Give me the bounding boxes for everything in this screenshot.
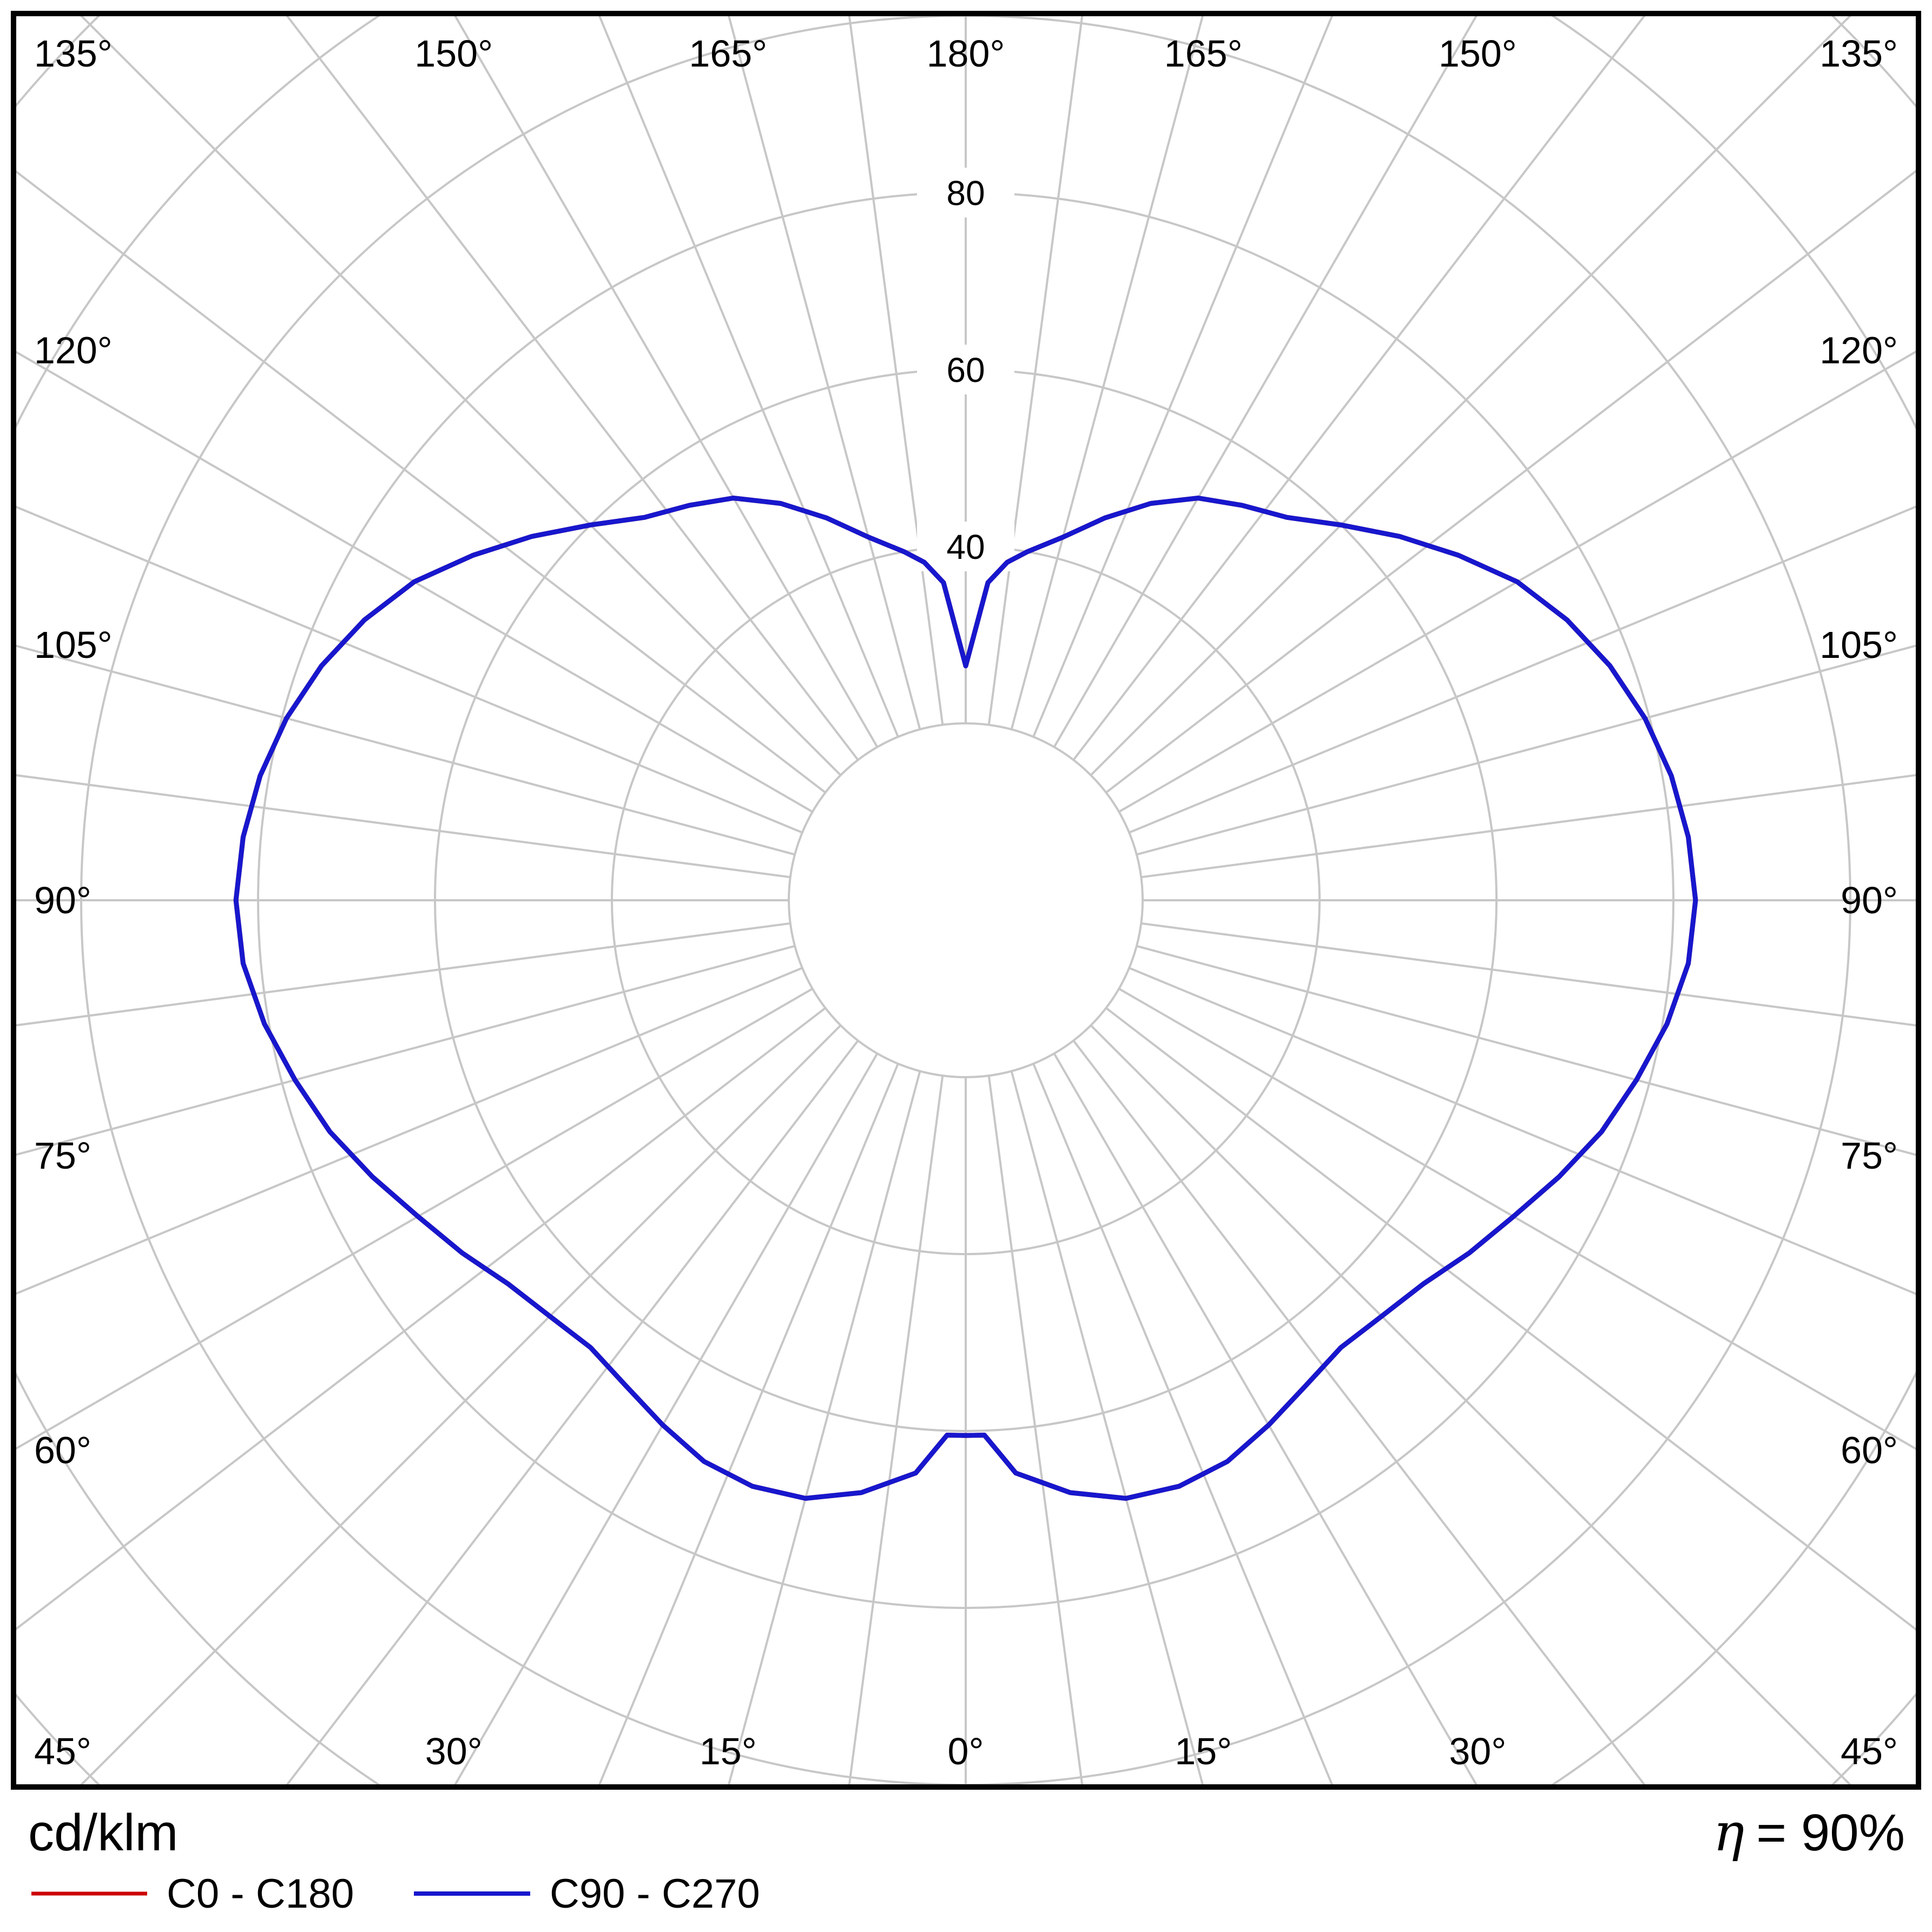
grid-spoke-195	[728, 16, 921, 730]
legend: C0 - C180 C90 - C270	[31, 1871, 760, 1917]
legend-label-c90-c270: C90 - C270	[550, 1871, 760, 1917]
efficiency-value: = 90%	[1756, 1804, 1905, 1862]
angle-label-135: 135°	[1819, 32, 1898, 75]
efficiency-label: η = 90%	[1713, 1802, 1905, 1863]
radial-tick-60: 60	[946, 351, 985, 390]
radial-label-bg-40	[917, 522, 1014, 571]
angle-label-135: 135°	[34, 32, 113, 75]
radial-label-bg-80	[917, 168, 1014, 217]
angle-label-15: 15°	[700, 1730, 757, 1772]
angle-label-150: 150°	[1439, 32, 1517, 75]
axis-labels: 0° 15° 15° 30° 30° 45° 45° 60° 60° 75° 75° 90° 90° 10…	[34, 32, 1898, 1772]
grid-spoke-247.5	[16, 505, 803, 834]
curve-C90-C270	[233, 496, 1698, 1501]
angle-label-120: 120°	[1819, 329, 1898, 371]
grid-spoke-22.5	[1032, 1063, 1333, 1784]
grid-spoke-210	[454, 16, 879, 748]
legend-label-c0-c180: C0 - C180	[167, 1871, 354, 1917]
angle-label-30: 30°	[425, 1730, 483, 1772]
grid-spoke-7.5	[987, 1075, 1084, 1784]
grid-spoke-82.5	[1140, 922, 1916, 1027]
radial-tick-40: 40	[946, 527, 985, 566]
grid-spoke-225	[80, 16, 842, 776]
grid-spoke-300	[16, 987, 813, 1450]
grid-spoke-315	[80, 1024, 842, 1784]
grid-spoke-165	[1010, 16, 1204, 730]
grid-spoke-330	[454, 1053, 879, 1784]
grid-spoke-67.5	[1129, 967, 1916, 1295]
angle-label-60: 60°	[34, 1429, 91, 1472]
grid-spoke-202.5	[598, 16, 899, 737]
grid-spoke-322.5	[286, 1040, 859, 1784]
grid-spoke-307.5	[16, 1007, 826, 1631]
angle-label-165: 165°	[689, 32, 767, 75]
grid-spoke-217.5	[286, 16, 859, 761]
grid-spoke-292.5	[16, 967, 803, 1295]
grid-spoke-52.5	[1105, 1007, 1916, 1631]
grid-spoke-285	[16, 945, 795, 1156]
unit-label: cd/klm	[28, 1804, 178, 1862]
grid-spoke-120	[1118, 350, 1916, 813]
grid-spoke-15	[1010, 1071, 1204, 1784]
angle-label-30: 30°	[1449, 1730, 1506, 1772]
grid-spoke-187.5	[848, 16, 944, 726]
eta-symbol: η	[1713, 1802, 1745, 1863]
angle-label-90: 90°	[34, 879, 91, 921]
grid-spoke-232.5	[16, 170, 826, 794]
angle-label-90: 90°	[1841, 879, 1898, 921]
angle-label-105: 105°	[1819, 624, 1898, 666]
grid-spoke-97.5	[1140, 774, 1916, 879]
grid-spoke-127.5	[1105, 170, 1916, 794]
grid-spoke-172.5	[987, 16, 1084, 726]
grid-spoke-37.5	[1072, 1040, 1646, 1784]
grid-spoke-112.5	[1129, 505, 1916, 834]
grid-spoke-255	[16, 644, 795, 856]
angle-label-75: 75°	[1841, 1135, 1898, 1177]
angle-label-45: 45°	[34, 1730, 91, 1772]
grid-spoke-142.5	[1072, 16, 1646, 761]
angle-label-0: 0°	[948, 1730, 984, 1772]
grid-spoke-337.5	[598, 1063, 899, 1784]
grid-spoke-105	[1136, 644, 1916, 856]
plot-border	[11, 11, 1921, 1790]
angle-label-45: 45°	[1841, 1730, 1898, 1772]
intensity-curves	[233, 496, 1698, 1501]
grid-spoke-45	[1090, 1024, 1851, 1784]
angle-label-60: 60°	[1841, 1429, 1898, 1472]
grid-spoke-157.5	[1032, 16, 1333, 737]
grid-spoke-262.5	[16, 774, 791, 879]
angle-label-120: 120°	[34, 329, 113, 371]
radial-label-bg-60	[917, 345, 1014, 394]
grid-spoke-352.5	[848, 1075, 944, 1784]
grid-spoke-60	[1118, 987, 1916, 1450]
angle-label-150: 150°	[414, 32, 493, 75]
angle-label-180: 180°	[927, 32, 1005, 75]
angle-label-15: 15°	[1175, 1730, 1232, 1772]
grid-spoke-240	[16, 351, 813, 813]
radial-tick-80: 80	[946, 174, 985, 213]
angle-label-105: 105°	[34, 624, 113, 666]
grid-spoke-277.5	[16, 922, 791, 1027]
angle-label-75: 75°	[34, 1135, 91, 1177]
grid-spoke-345	[728, 1071, 921, 1784]
grid-spoke-30	[1053, 1053, 1478, 1784]
angle-label-165: 165°	[1164, 32, 1243, 75]
grid-spoke-150	[1053, 16, 1478, 748]
grid-spoke-75	[1136, 945, 1916, 1156]
grid-spoke-135	[1090, 16, 1851, 776]
